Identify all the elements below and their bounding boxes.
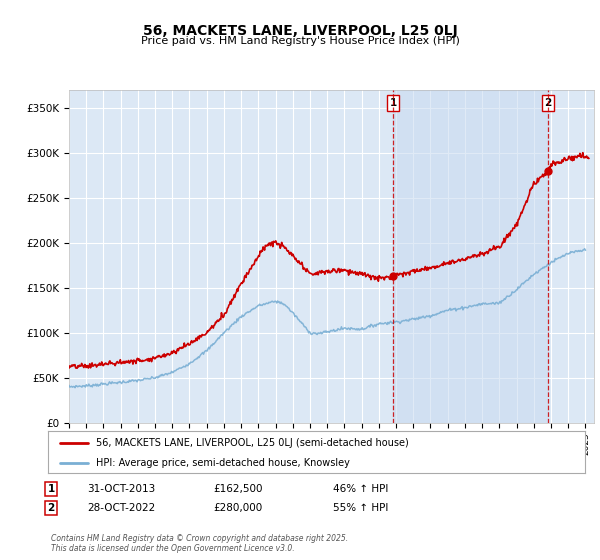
Text: 55% ↑ HPI: 55% ↑ HPI bbox=[333, 503, 388, 513]
Text: Price paid vs. HM Land Registry's House Price Index (HPI): Price paid vs. HM Land Registry's House … bbox=[140, 36, 460, 46]
Bar bbox=[393, 90, 548, 423]
Text: 2: 2 bbox=[544, 98, 551, 108]
Text: Contains HM Land Registry data © Crown copyright and database right 2025.
This d: Contains HM Land Registry data © Crown c… bbox=[51, 534, 348, 553]
Text: 28-OCT-2022: 28-OCT-2022 bbox=[87, 503, 155, 513]
Text: 56, MACKETS LANE, LIVERPOOL, L25 0LJ (semi-detached house): 56, MACKETS LANE, LIVERPOOL, L25 0LJ (se… bbox=[97, 438, 409, 448]
Text: 1: 1 bbox=[47, 484, 55, 494]
Text: 31-OCT-2013: 31-OCT-2013 bbox=[87, 484, 155, 494]
Text: 46% ↑ HPI: 46% ↑ HPI bbox=[333, 484, 388, 494]
Text: £280,000: £280,000 bbox=[213, 503, 262, 513]
Text: HPI: Average price, semi-detached house, Knowsley: HPI: Average price, semi-detached house,… bbox=[97, 458, 350, 468]
Text: 56, MACKETS LANE, LIVERPOOL, L25 0LJ: 56, MACKETS LANE, LIVERPOOL, L25 0LJ bbox=[143, 24, 457, 38]
Text: £162,500: £162,500 bbox=[213, 484, 263, 494]
Text: 1: 1 bbox=[389, 98, 397, 108]
Text: 2: 2 bbox=[47, 503, 55, 513]
